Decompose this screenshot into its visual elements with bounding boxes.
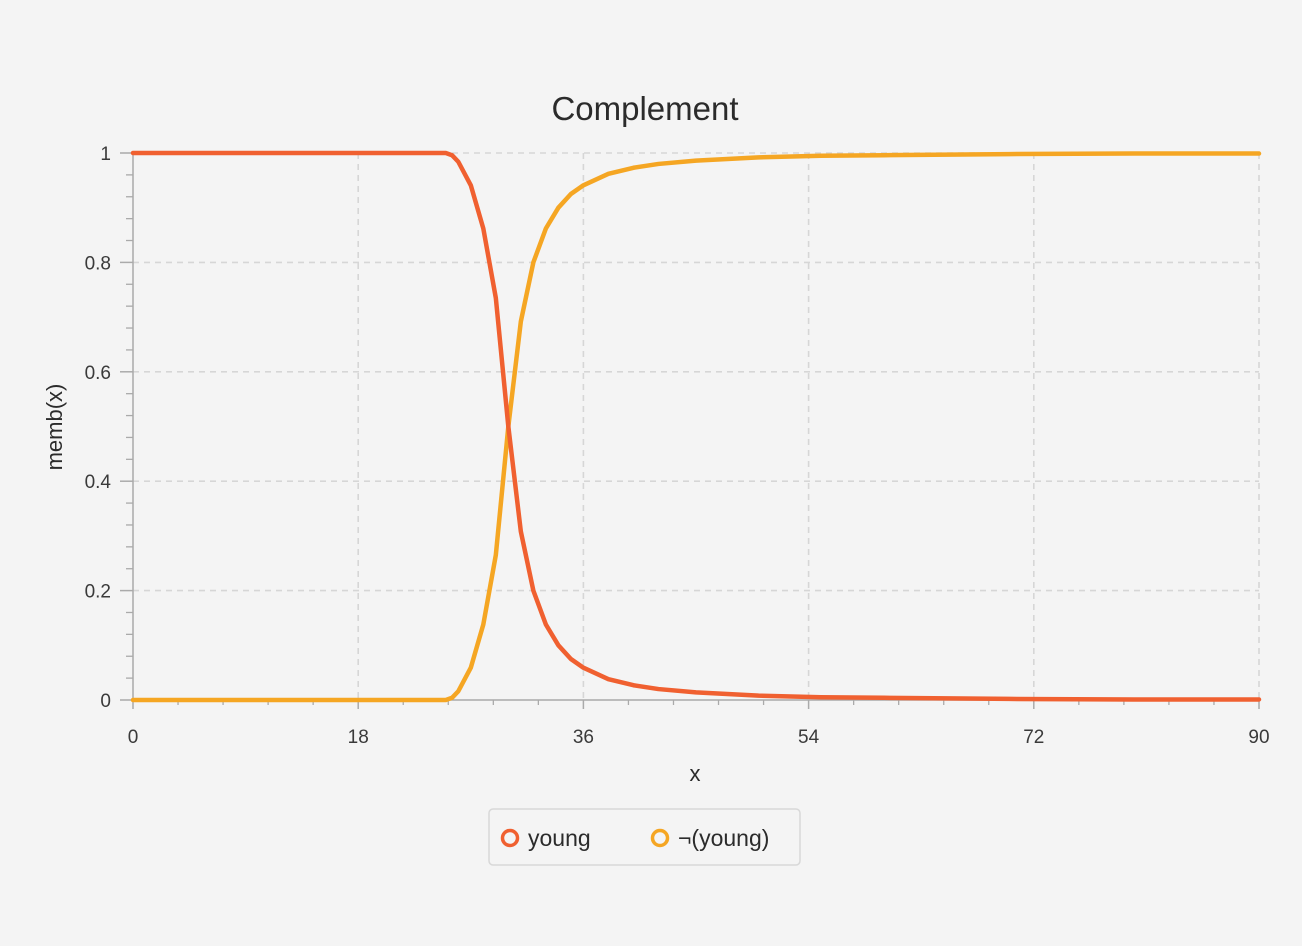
y-tick-label: 0.6 — [85, 363, 111, 384]
chart-title: Complement — [551, 90, 738, 127]
y-tick-label: 0.2 — [85, 582, 111, 603]
x-tick-label: 36 — [573, 727, 594, 748]
series-line-young — [130, 150, 1262, 702]
legend: young ¬(young) — [488, 808, 801, 866]
y-tick-label: 1 — [100, 144, 111, 165]
x-tick-label: 54 — [798, 727, 820, 748]
y-tick-label: 0.8 — [85, 253, 111, 274]
x-tick-label: 90 — [1248, 727, 1269, 748]
legend-marker-young — [500, 828, 520, 848]
x-tick-label: 0 — [128, 727, 139, 748]
legend-marker-not-young — [650, 828, 670, 848]
y-tick-label: 0.4 — [85, 472, 112, 493]
axis-layer: 0 18 36 54 72 90 0 0.2 0.4 0.6 0.8 1 — [85, 144, 1270, 748]
x-tick-label: 72 — [1023, 727, 1044, 748]
series-line-not-young — [130, 151, 1262, 703]
x-tick-label: 18 — [348, 727, 369, 748]
legend-label-not-young: ¬(young) — [678, 825, 769, 851]
y-tick-label: 0 — [100, 691, 111, 712]
grid-layer — [133, 152, 1260, 700]
legend-box — [488, 808, 801, 866]
series-layer — [130, 150, 1262, 703]
y-axis-label: memb(x) — [42, 384, 67, 471]
legend-label-young: young — [528, 825, 591, 851]
x-axis-label: x — [690, 761, 701, 786]
